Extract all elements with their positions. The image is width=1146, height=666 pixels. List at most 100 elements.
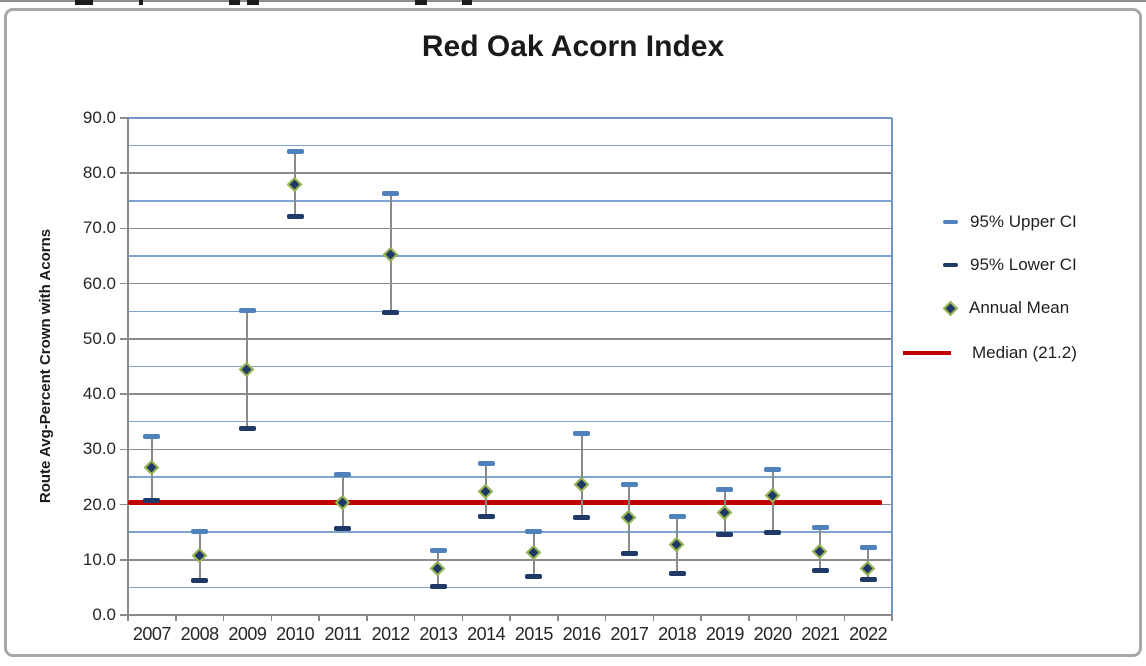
legend-item-lower-ci[interactable]: 95% Lower CI: [900, 254, 1136, 276]
legend-item-upper-ci[interactable]: 95% Upper CI: [900, 211, 1136, 233]
annual-mean-diamond[interactable]: [430, 560, 446, 577]
annual-mean-diamond[interactable]: [143, 459, 160, 475]
x-axis-tick: [795, 615, 798, 621]
x-axis-tick: [843, 615, 845, 621]
upper-ci-cap[interactable]: [716, 486, 734, 492]
upper-ci-cap[interactable]: [238, 307, 256, 313]
gridline-minor: [128, 586, 892, 589]
lower-ci-cap[interactable]: [334, 526, 352, 532]
lower-ci-cap[interactable]: [477, 514, 495, 520]
upper-ci-cap[interactable]: [382, 190, 400, 196]
x-tick-label: 2010: [276, 624, 315, 644]
x-axis-tick: [222, 615, 225, 621]
median-line-icon: [903, 350, 951, 356]
y-axis-tick: [120, 503, 128, 506]
clipped-text-mark: [229, 0, 240, 5]
annual-mean-diamond[interactable]: [477, 483, 494, 500]
legend-label: Annual Mean: [969, 298, 1070, 317]
upper-ci-cap[interactable]: [191, 529, 209, 535]
lower-ci-cap[interactable]: [238, 426, 256, 432]
y-tick-label: 80.0: [82, 163, 116, 183]
upper-ci-cap[interactable]: [334, 472, 352, 478]
y-tick-label: 40.0: [82, 384, 116, 404]
annual-mean-diamond[interactable]: [573, 476, 589, 492]
legend-item-annual-mean[interactable]: Annual Mean: [900, 297, 1136, 319]
gridline-major: [128, 448, 892, 451]
legend-item-median[interactable]: Median (21.2): [900, 342, 1136, 364]
upper-ci-cap[interactable]: [525, 528, 543, 534]
lower-ci-cap[interactable]: [716, 532, 734, 538]
annual-mean-diamond[interactable]: [668, 536, 685, 553]
gridline-major: [128, 227, 892, 230]
x-tick-label: 2015: [514, 624, 554, 644]
y-tick-label: 90.0: [82, 108, 116, 127]
upper-ci-cap[interactable]: [668, 514, 686, 520]
y-axis-tick: [120, 393, 128, 395]
annual-mean-diamond[interactable]: [334, 494, 351, 511]
x-tick-label: 2013: [419, 624, 458, 644]
y-tick-label: 50.0: [82, 328, 116, 348]
ci-connector: [580, 433, 583, 518]
upper-ci-cap[interactable]: [477, 461, 495, 467]
chart-frame: [4, 8, 1142, 657]
clipped-text-mark: [139, 0, 143, 5]
lower-ci-cap[interactable]: [620, 550, 638, 556]
lower-ci-cap[interactable]: [811, 568, 829, 574]
upper-ci-cap[interactable]: [286, 148, 304, 154]
annual-mean-diamond[interactable]: [286, 176, 303, 193]
lower-ci-cap[interactable]: [573, 515, 591, 521]
lower-ci-cap[interactable]: [382, 310, 400, 316]
y-axis-tick: [120, 338, 128, 340]
annual-mean-diamond[interactable]: [716, 504, 733, 521]
y-axis-tick: [120, 117, 128, 119]
upper-ci-cap[interactable]: [811, 525, 829, 531]
annual-mean-diamond[interactable]: [812, 543, 828, 560]
lower-ci-cap[interactable]: [143, 497, 161, 503]
x-axis-tick: [270, 615, 272, 621]
lower-ci-cap[interactable]: [429, 584, 447, 590]
x-tick-label: 2021: [801, 624, 840, 644]
gridline-minor: [128, 144, 892, 147]
upper-ci-cap[interactable]: [859, 544, 877, 550]
upper-ci-cap[interactable]: [620, 481, 638, 487]
lower-ci-cap[interactable]: [859, 576, 877, 582]
gridline-major: [128, 172, 892, 174]
y-tick-label: 20.0: [82, 494, 116, 514]
lower-ci-cap[interactable]: [191, 578, 209, 584]
y-tick-label: 30.0: [82, 439, 116, 459]
lower-ci-cap[interactable]: [764, 529, 782, 535]
gridline-minor: [128, 200, 892, 202]
annual-mean-diamond[interactable]: [191, 547, 207, 564]
annual-mean-diamond[interactable]: [621, 509, 637, 526]
clipped-text-mark: [462, 0, 472, 5]
x-tick-label: 2017: [610, 624, 649, 644]
y-axis-tick: [120, 614, 128, 616]
gridline-minor: [128, 531, 892, 533]
upper-ci-cap[interactable]: [143, 433, 161, 439]
gridline-minor: [128, 255, 892, 257]
gridline-major: [128, 282, 892, 285]
median-line[interactable]: [128, 500, 882, 506]
x-tick-label: 2011: [324, 624, 362, 644]
lower-ci-cap[interactable]: [668, 570, 686, 576]
annual-mean-marker-icon: [942, 300, 959, 316]
clipped-text-artifact: [0, 0, 1146, 2]
clipped-text-mark: [247, 0, 259, 5]
y-axis-tick: [120, 227, 128, 230]
lower-ci-cap[interactable]: [286, 214, 304, 220]
gridline-major: [128, 559, 892, 561]
x-axis-tick: [509, 615, 511, 621]
x-tick-label: 2009: [228, 624, 267, 644]
upper-ci-cap[interactable]: [573, 431, 591, 437]
annual-mean-diamond[interactable]: [859, 560, 876, 577]
upper-ci-cap[interactable]: [764, 466, 782, 472]
x-axis-tick: [127, 615, 129, 621]
x-axis-tick: [366, 615, 368, 621]
upper-ci-cap[interactable]: [429, 548, 447, 554]
annual-mean-diamond[interactable]: [382, 246, 398, 263]
y-axis-line: [127, 118, 129, 616]
annual-mean-diamond[interactable]: [239, 361, 255, 378]
lower-ci-cap[interactable]: [525, 574, 543, 580]
